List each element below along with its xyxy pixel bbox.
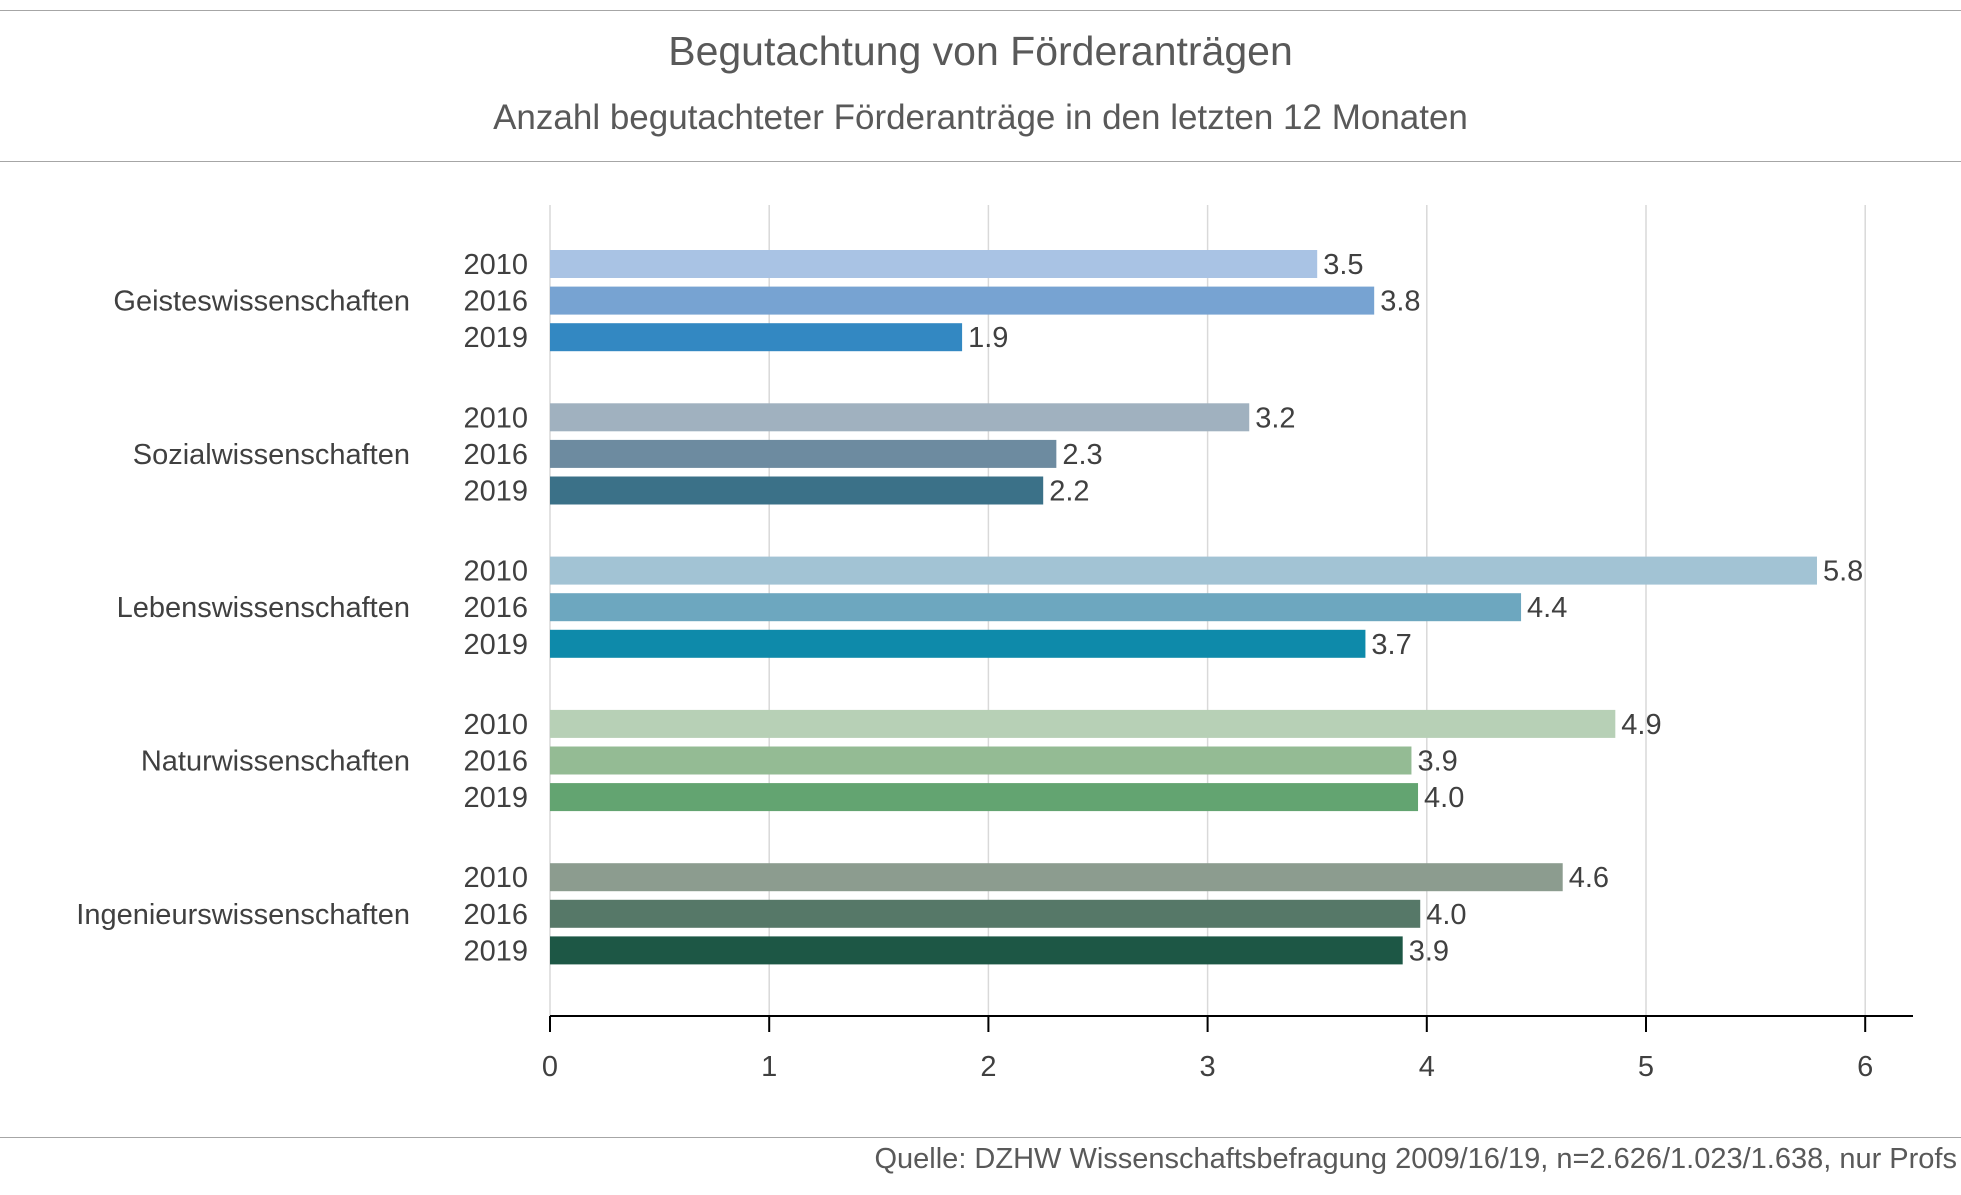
category-label: Sozialwissenschaften [133, 439, 410, 471]
bar [550, 593, 1522, 622]
year-label: 2010 [463, 249, 528, 281]
x-tick-label: 6 [1857, 1051, 1873, 1083]
chart-title: Begutachtung von Förderanträgen [668, 28, 1293, 74]
year-label: 2016 [463, 746, 528, 778]
chart-subtitle: Anzahl begutachteter Förderanträge in de… [493, 98, 1468, 137]
year-label: 2019 [463, 629, 528, 661]
bar [550, 746, 1412, 775]
data-label: 4.0 [1424, 782, 1464, 814]
data-label: 1.9 [968, 322, 1008, 354]
data-label: 3.8 [1380, 286, 1420, 318]
bar [550, 863, 1563, 892]
chart-source: Quelle: DZHW Wissenschaftsbefragung 2009… [874, 1143, 1957, 1175]
bar [550, 556, 1817, 585]
bar [550, 629, 1366, 658]
x-tick-label: 1 [761, 1051, 777, 1083]
bars: 3.5 3.8 1.9 3.2 2.3 2.2 5.8 4.4 3.7 4.9 3.9 4.0 4.6 4… [550, 249, 1863, 967]
year-label: 2010 [463, 402, 528, 434]
year-label: 2010 [463, 709, 528, 741]
bar [550, 936, 1403, 965]
year-label: 2019 [463, 782, 528, 814]
data-label: 3.9 [1417, 746, 1457, 778]
bar [550, 899, 1421, 928]
year-label: 2019 [463, 322, 528, 354]
bar [550, 709, 1616, 738]
year-label: 2016 [463, 439, 528, 471]
data-label: 3.7 [1371, 629, 1411, 661]
bar [550, 250, 1318, 278]
data-label: 4.9 [1621, 709, 1661, 741]
data-label: 3.2 [1255, 402, 1295, 434]
x-tick-label: 0 [542, 1051, 558, 1083]
category-label: Ingenieurswissenschaften [76, 899, 410, 931]
year-label: 2019 [463, 476, 528, 508]
data-label: 4.0 [1426, 899, 1466, 931]
year-label: 2010 [463, 556, 528, 588]
year-label: 2010 [463, 862, 528, 894]
year-label: 2016 [463, 592, 528, 624]
category-label: Lebenswissenschaften [117, 592, 410, 624]
x-tick-label: 2 [980, 1051, 996, 1083]
x-axis: 0 1 2 3 4 5 6 [542, 1015, 1913, 1083]
data-label: 2.3 [1062, 439, 1102, 471]
bar [550, 439, 1057, 468]
data-label: 4.6 [1569, 862, 1609, 894]
footer-rule [0, 1137, 1961, 1138]
data-label: 3.9 [1409, 935, 1449, 967]
data-label: 2.2 [1049, 476, 1089, 508]
x-tick-label: 3 [1200, 1051, 1216, 1083]
category-label: Naturwissenschaften [141, 746, 410, 778]
year-label: 2016 [463, 286, 528, 318]
category-labels: 2010 2016 2019 Geisteswissenschaften 2010 201… [76, 249, 528, 967]
bar [550, 286, 1375, 315]
data-label: 3.5 [1323, 249, 1363, 281]
bar [550, 783, 1419, 812]
category-label: Geisteswissenschaften [113, 286, 410, 318]
year-label: 2019 [463, 935, 528, 967]
data-label: 5.8 [1823, 556, 1863, 588]
bar [550, 323, 963, 352]
x-tick-label: 4 [1419, 1051, 1435, 1083]
bar [550, 403, 1250, 432]
top-rule [0, 10, 1961, 11]
year-label: 2016 [463, 899, 528, 931]
header-rule [0, 161, 1961, 162]
bar [550, 476, 1044, 505]
x-tick-label: 5 [1638, 1051, 1654, 1083]
data-label: 4.4 [1527, 592, 1567, 624]
